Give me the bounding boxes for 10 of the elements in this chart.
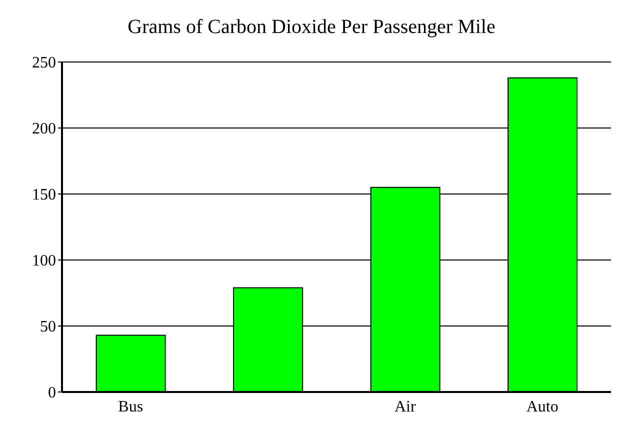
x-tick-label: Bus bbox=[118, 398, 144, 416]
y-tick-label: 100 bbox=[32, 252, 56, 270]
y-tick-label: 250 bbox=[32, 54, 56, 72]
y-tick-label: 50 bbox=[40, 318, 56, 336]
x-tick-label: Air bbox=[394, 398, 416, 416]
y-tick-label: 200 bbox=[32, 120, 56, 138]
y-tick-label: 150 bbox=[32, 186, 56, 204]
x-tick-label: Auto bbox=[526, 398, 558, 416]
chart-title: Grams of Carbon Dioxide Per Passenger Mile bbox=[126, 15, 496, 40]
y-tick-label: 0 bbox=[48, 384, 56, 402]
